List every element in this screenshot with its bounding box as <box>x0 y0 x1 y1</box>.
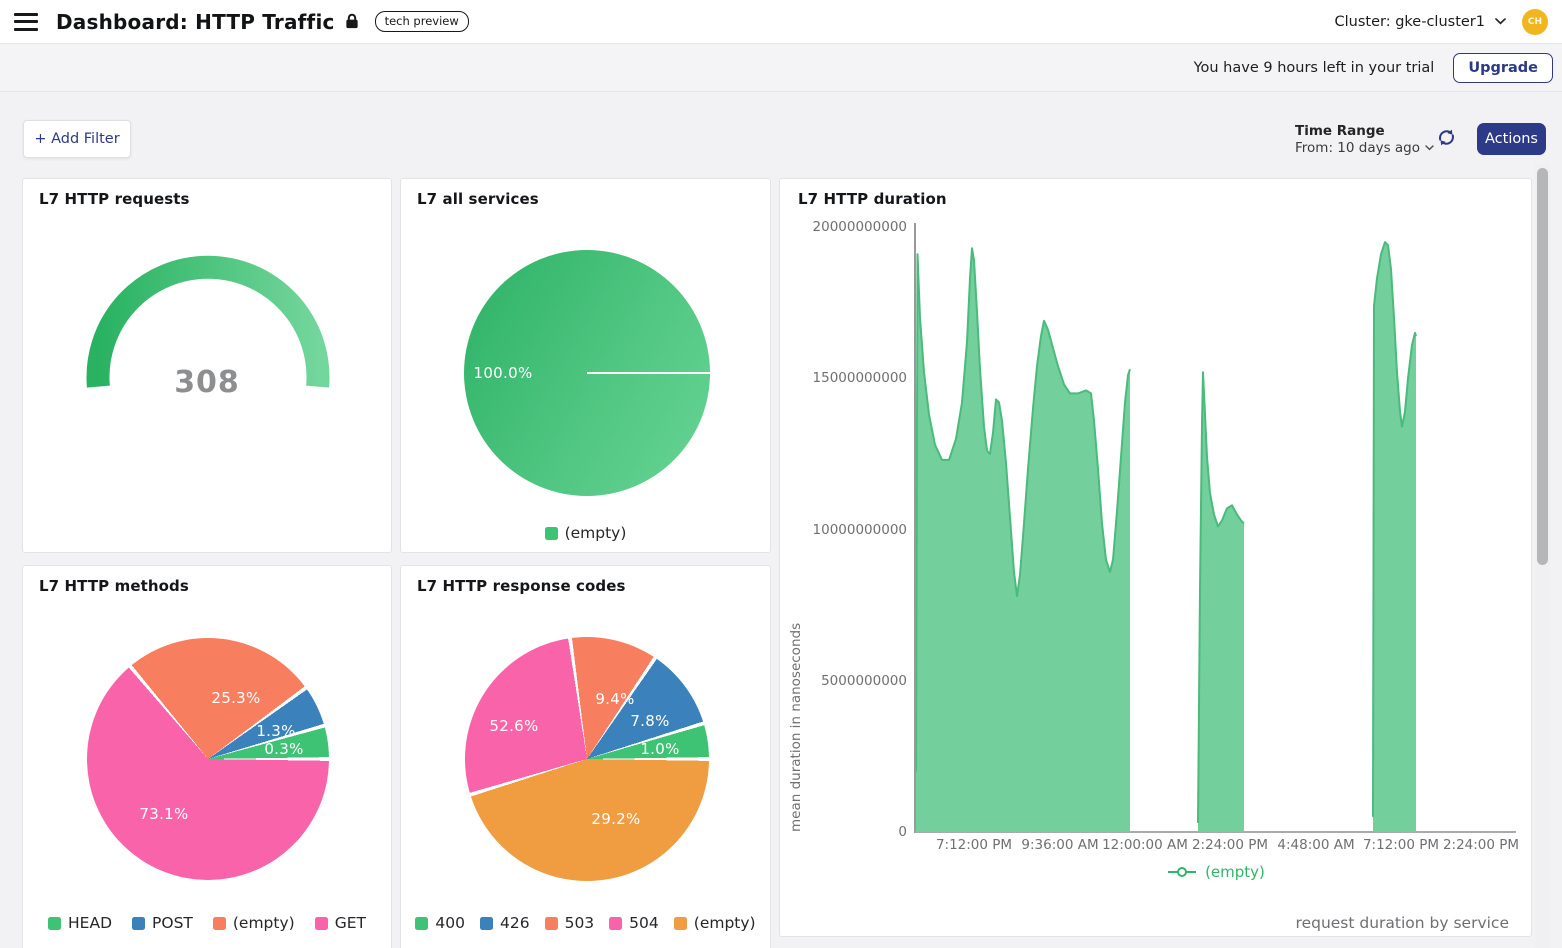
legend-swatch <box>314 916 328 930</box>
legend-swatch <box>544 526 558 540</box>
legend-item-426: 426 <box>479 914 530 932</box>
pie-percent-label: 29.2% <box>591 810 641 828</box>
panel-title: L7 HTTP requests <box>39 190 190 208</box>
legend-swatch <box>479 916 493 930</box>
pie-percent-label: 73.1% <box>139 805 189 823</box>
legend-item-empty: (empty) <box>544 524 626 542</box>
pie-percent-label: 100.0% <box>473 364 533 382</box>
legend-item-get: GET <box>314 914 366 932</box>
pie-percent-label: 7.8% <box>630 712 670 730</box>
panel-l7-http-response-codes: L7 HTTP response codes 9.4% 7.8% 1.0% 52… <box>400 565 771 948</box>
trial-banner: You have 9 hours left in your trial Upgr… <box>0 44 1562 92</box>
y-tick-label: 20000000000 <box>812 219 907 235</box>
duration-legend: (empty) <box>916 863 1516 881</box>
panel-title: L7 all services <box>417 190 539 208</box>
pie-percent-label: 1.3% <box>256 722 296 740</box>
services-legend: (empty) <box>401 524 770 542</box>
x-tick-label: 7:12:00 PM <box>935 837 1013 853</box>
x-tick-label: 9:36:00 AM <box>1021 837 1099 853</box>
x-axis-line <box>915 831 1516 833</box>
legend-swatch <box>544 916 558 930</box>
lock-icon <box>345 13 359 33</box>
time-range-title: Time Range <box>1295 123 1385 139</box>
y-tick-label: 10000000000 <box>812 521 907 538</box>
panel-title: L7 HTTP methods <box>39 577 189 595</box>
x-tick-label: 7:12:00 PM <box>1362 837 1440 853</box>
gauge-chart[interactable] <box>78 241 338 406</box>
actions-button[interactable]: Actions <box>1477 123 1546 155</box>
add-filter-button[interactable]: + Add Filter <box>23 120 131 158</box>
y-tick-label: 15000000000 <box>812 370 907 387</box>
panel-title: L7 HTTP duration <box>798 190 947 208</box>
duration-legend-label: (empty) <box>1205 863 1265 881</box>
legend-item-empty: (empty) <box>212 914 295 932</box>
x-tick-label: 4:48:00 AM <box>1277 837 1355 853</box>
methods-legend: HEAD POST (empty) GET <box>23 914 391 932</box>
pie-percent-label: 9.4% <box>595 690 635 708</box>
refresh-icon <box>1438 129 1454 146</box>
legend-swatch <box>673 916 687 930</box>
panel-l7-http-methods: L7 HTTP methods 25.3% 1.3% 0.3% 73.1% HE… <box>22 565 392 948</box>
legend-swatch <box>132 916 146 930</box>
cluster-selector-label: Cluster: gke-cluster1 <box>1334 13 1485 30</box>
legend-item-504: 504 <box>609 914 659 932</box>
upgrade-button[interactable]: Upgrade <box>1453 52 1553 83</box>
cluster-selector[interactable]: Cluster: gke-cluster1 <box>1335 14 1506 30</box>
legend-item-empty: (empty) <box>673 914 756 932</box>
time-range-value: From: 10 days ago <box>1295 140 1421 156</box>
legend-item-400: 400 <box>415 914 465 932</box>
legend-item-post: POST <box>132 914 193 932</box>
chevron-down-icon <box>1495 18 1506 25</box>
y-axis-line <box>914 223 916 833</box>
time-range-selector[interactable]: Time Range From: 10 days ago <box>1295 123 1434 156</box>
response-codes-legend: 400 426 503 504 (empty) <box>401 914 770 932</box>
pie-percent-label: 52.6% <box>489 717 539 735</box>
pie-percent-label: 1.0% <box>640 740 680 758</box>
pie-slice-divider <box>587 372 710 374</box>
panel-title: L7 HTTP response codes <box>417 577 626 595</box>
chevron-down-icon <box>1425 145 1434 151</box>
legend-swatch <box>48 916 62 930</box>
line-point-legend-icon <box>1168 867 1197 877</box>
area-chart[interactable] <box>916 227 1516 832</box>
vertical-scrollbar-thumb[interactable] <box>1537 168 1548 565</box>
methods-pie-chart[interactable] <box>87 638 329 880</box>
x-tick-label: 2:24:00 PM <box>1191 837 1269 853</box>
y-axis-title: mean duration in nanoseconds <box>788 622 804 832</box>
page-title: Dashboard: HTTP Traffic <box>56 9 335 34</box>
x-tick-label: 2:24:00 PM <box>1442 837 1520 853</box>
gauge-value: 308 <box>174 365 240 400</box>
hamburger-menu-icon[interactable] <box>14 12 38 31</box>
response-codes-pie-chart[interactable] <box>465 637 709 881</box>
y-tick-label: 5000000000 <box>821 672 907 689</box>
trial-text: You have 9 hours left in your trial <box>1193 59 1435 76</box>
pie-percent-label: 25.3% <box>211 689 261 707</box>
legend-item-head: HEAD <box>48 914 112 932</box>
y-tick-label: 0 <box>898 824 907 840</box>
legend-item-503: 503 <box>544 914 594 932</box>
legend-swatch <box>415 916 429 930</box>
panel-l7-http-requests: L7 HTTP requests 308 <box>22 178 392 553</box>
legend-swatch <box>609 916 623 930</box>
avatar[interactable]: CH <box>1522 8 1548 35</box>
panel-l7-all-services: L7 all services 100.0% (empty) <box>400 178 771 553</box>
tech-preview-badge: tech preview <box>374 11 469 32</box>
chart-caption: request duration by service <box>1295 914 1509 932</box>
legend-swatch <box>212 916 226 930</box>
x-tick-label: 12:00:00 AM <box>1102 837 1188 853</box>
panel-l7-http-duration: L7 HTTP duration mean duration in nanose… <box>779 178 1532 937</box>
app-header: Dashboard: HTTP Traffic tech preview Clu… <box>0 0 1562 44</box>
refresh-button[interactable] <box>1434 127 1458 151</box>
pie-percent-label: 0.3% <box>264 740 304 758</box>
